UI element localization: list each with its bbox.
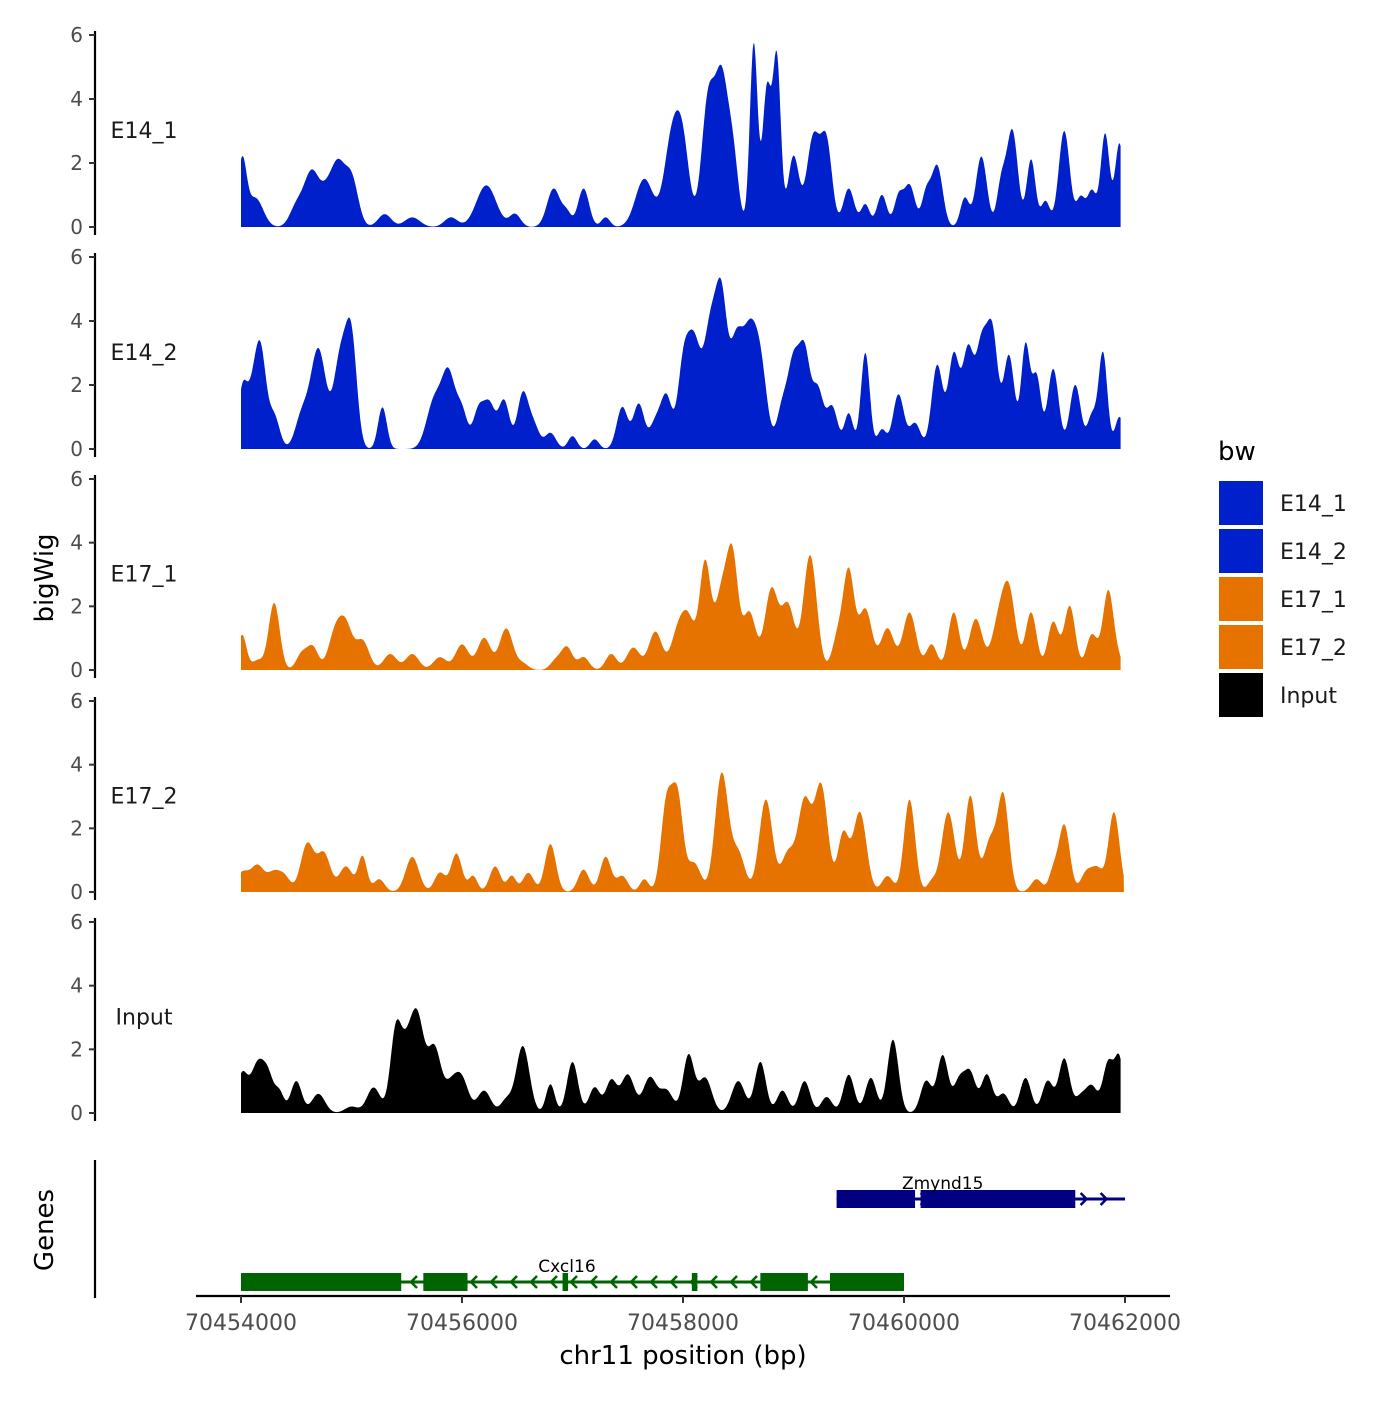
y-tick-label-E14_2-6: 6 bbox=[70, 245, 83, 269]
track-E14_1: 0 2 4 6 E14_1 bbox=[70, 23, 1121, 239]
coverage-area-Input bbox=[241, 1008, 1121, 1113]
legend-label-E17_1: E17_1 bbox=[1280, 588, 1347, 613]
y-tick-label-E14_1-4: 4 bbox=[70, 87, 83, 111]
track-Input: 0 2 4 6 Input bbox=[70, 910, 1121, 1125]
genes-axis-title: Genes bbox=[30, 1189, 60, 1271]
y-tick-label-Input-6: 6 bbox=[70, 910, 83, 934]
y-tick-label-E14_2-4: 4 bbox=[70, 309, 83, 333]
y-tick-label-E17_1-0: 0 bbox=[70, 658, 83, 682]
legend-swatch-E17_2 bbox=[1219, 625, 1263, 669]
strand-arrow-Cxcl16 bbox=[409, 1275, 418, 1289]
gene-Cxcl16: Cxcl16 bbox=[241, 1257, 904, 1291]
x-tick-label-0: 70454000 bbox=[185, 1311, 297, 1336]
strand-arrow-Cxcl16 bbox=[589, 1275, 598, 1289]
legend-swatch-E17_1 bbox=[1219, 577, 1263, 621]
y-tick-label-E14_1-0: 0 bbox=[70, 215, 83, 239]
x-tick-label-4: 70462000 bbox=[1069, 1311, 1181, 1336]
y-tick-label-E17_1-6: 6 bbox=[70, 467, 83, 491]
exon-Cxcl16-5 bbox=[760, 1273, 808, 1291]
legend-swatch-E14_1 bbox=[1219, 481, 1263, 525]
y-tick-label-E17_2-2: 2 bbox=[70, 816, 83, 840]
y-tick-label-Input-2: 2 bbox=[70, 1037, 83, 1061]
tracks-layer: 0 2 4 6 E14_1 0 2 4 6 E14_2 0 2 4 6 E17_1 0 2 4 6 E17_2 0 2 4 6… bbox=[70, 23, 1124, 1125]
gene-label-Zmynd15: Zmynd15 bbox=[902, 1174, 983, 1194]
track-E17_1: 0 2 4 6 E17_1 bbox=[70, 467, 1121, 682]
x-axis-title: chr11 position (bp) bbox=[559, 1341, 806, 1371]
strand-arrow-Cxcl16 bbox=[809, 1275, 818, 1289]
y-tick-label-E17_1-4: 4 bbox=[70, 531, 83, 555]
track-label-E14_2: E14_2 bbox=[111, 341, 178, 366]
exon-Cxcl16-6 bbox=[829, 1273, 904, 1291]
track-label-Input: Input bbox=[116, 1006, 173, 1031]
legend-label-E17_2: E17_2 bbox=[1280, 636, 1347, 661]
exon-Zmynd15-1 bbox=[836, 1190, 916, 1208]
track-label-E17_1: E17_1 bbox=[111, 563, 178, 588]
track-label-E14_1: E14_1 bbox=[111, 119, 178, 144]
y-axis-title: bigWig bbox=[30, 533, 60, 622]
legend-title: bw bbox=[1218, 437, 1256, 467]
strand-arrow-Zmynd15 bbox=[1079, 1192, 1089, 1206]
y-tick-label-E14_2-0: 0 bbox=[70, 437, 83, 461]
strand-arrow-Cxcl16 bbox=[629, 1275, 638, 1289]
strand-arrow-Cxcl16 bbox=[609, 1275, 618, 1289]
y-tick-label-E17_2-4: 4 bbox=[70, 753, 83, 777]
strand-arrow-Cxcl16 bbox=[509, 1275, 518, 1289]
track-E17_2: 0 2 4 6 E17_2 bbox=[70, 689, 1124, 904]
y-tick-label-E17_2-6: 6 bbox=[70, 689, 83, 713]
x-axis: 70454000 70456000 70458000 70460000 70462000 bbox=[185, 1294, 1181, 1336]
strand-arrow-Cxcl16 bbox=[649, 1275, 658, 1289]
strand-arrow-Cxcl16 bbox=[569, 1275, 578, 1289]
legend: bw E14_1 E14_2 E17_1 E17_2 Input bbox=[1218, 437, 1347, 717]
x-tick-label-2: 70458000 bbox=[627, 1311, 739, 1336]
legend-swatch-Input bbox=[1219, 673, 1263, 717]
y-tick-label-E14_2-2: 2 bbox=[70, 373, 83, 397]
coverage-area-E17_2 bbox=[241, 772, 1124, 892]
gene-label-Cxcl16: Cxcl16 bbox=[538, 1257, 595, 1277]
genes-track: Zmynd15 Cxcl16 bbox=[93, 1160, 1125, 1298]
x-tick-label-3: 70460000 bbox=[848, 1311, 960, 1336]
exon-Zmynd15-2 bbox=[920, 1190, 1076, 1208]
exon-Cxcl16-3 bbox=[562, 1273, 569, 1291]
strand-arrow-Cxcl16 bbox=[669, 1275, 678, 1289]
y-tick-label-E14_1-6: 6 bbox=[70, 23, 83, 47]
x-tick-label-1: 70456000 bbox=[406, 1311, 518, 1336]
coverage-area-E14_1 bbox=[241, 43, 1121, 227]
legend-swatch-E14_2 bbox=[1219, 529, 1263, 573]
exon-Cxcl16-2 bbox=[423, 1273, 468, 1291]
y-tick-label-E17_2-0: 0 bbox=[70, 880, 83, 904]
y-tick-label-E14_1-2: 2 bbox=[70, 151, 83, 175]
exon-Cxcl16-4 bbox=[691, 1273, 698, 1291]
coverage-area-E17_1 bbox=[241, 543, 1121, 670]
strand-arrow-Cxcl16 bbox=[489, 1275, 498, 1289]
legend-label-E14_1: E14_1 bbox=[1280, 492, 1347, 517]
strand-arrow-Cxcl16 bbox=[549, 1275, 558, 1289]
y-tick-label-E17_1-2: 2 bbox=[70, 594, 83, 618]
strand-arrow-Zmynd15 bbox=[1099, 1192, 1109, 1206]
track-label-E17_2: E17_2 bbox=[111, 785, 178, 810]
legend-label-E14_2: E14_2 bbox=[1280, 540, 1347, 565]
strand-arrow-Cxcl16 bbox=[709, 1275, 718, 1289]
strand-arrow-Cxcl16 bbox=[729, 1275, 738, 1289]
y-tick-label-Input-0: 0 bbox=[70, 1101, 83, 1125]
strand-arrow-Cxcl16 bbox=[529, 1275, 538, 1289]
y-tick-label-Input-4: 4 bbox=[70, 974, 83, 998]
track-E14_2: 0 2 4 6 E14_2 bbox=[70, 245, 1121, 461]
gene-Zmynd15: Zmynd15 bbox=[836, 1174, 1125, 1208]
strand-arrow-Cxcl16 bbox=[749, 1275, 758, 1289]
exon-Cxcl16-1 bbox=[241, 1273, 402, 1291]
coverage-area-E14_2 bbox=[241, 277, 1121, 449]
strand-arrow-Cxcl16 bbox=[469, 1275, 478, 1289]
legend-label-Input: Input bbox=[1280, 684, 1337, 709]
